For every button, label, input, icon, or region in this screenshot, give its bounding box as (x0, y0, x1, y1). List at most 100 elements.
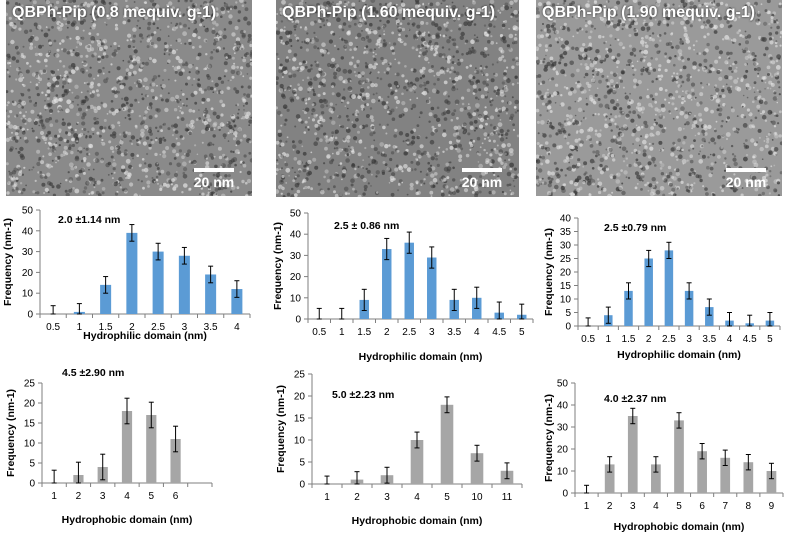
tem-grain (152, 11, 155, 14)
tem-grain (540, 34, 544, 39)
tem-grain (602, 187, 607, 192)
tem-grain (238, 108, 240, 111)
tem-grain (284, 58, 290, 63)
tem-grain (365, 45, 369, 48)
tem-grain (288, 175, 290, 177)
tem-grain (366, 169, 371, 174)
tem-grain (49, 14, 53, 17)
tem-grain (451, 61, 455, 64)
tem-grain (192, 109, 196, 113)
tem-grain (90, 47, 95, 52)
tem-grain (364, 146, 367, 150)
tem-grain (288, 72, 292, 76)
tem-grain (184, 0, 189, 3)
tem-grain (744, 30, 747, 33)
tem-grain (197, 52, 202, 57)
tem-grain (72, 0, 77, 3)
tem-grain (757, 75, 760, 78)
tem-grain (406, 138, 410, 142)
tem-grain (183, 153, 186, 155)
tem-grain (165, 146, 170, 150)
tem-grain (144, 1, 148, 5)
tem-grain (59, 42, 62, 45)
tem-grain (689, 154, 693, 158)
tem-grain (132, 55, 136, 59)
tem-grain (378, 34, 382, 38)
tem-grain (38, 52, 41, 56)
tem-grain (642, 152, 647, 157)
tem-grain (589, 62, 595, 68)
tem-grain (183, 104, 185, 107)
tem-grain (13, 187, 16, 190)
tem-grain (752, 100, 755, 104)
tem-grain (175, 26, 178, 29)
tem-grain (427, 167, 433, 172)
tem-grain (478, 163, 483, 169)
tem-grain (672, 117, 675, 120)
tem-grain (621, 70, 625, 75)
tem-grain (240, 47, 244, 51)
tem-grain (88, 168, 90, 171)
tem-grain (295, 175, 297, 178)
tem-grain (653, 123, 657, 126)
tem-grain (501, 143, 506, 148)
tem-grain (681, 80, 685, 84)
tem-grain (658, 64, 662, 68)
tem-grain (379, 7, 382, 10)
tem-grain (277, 129, 282, 134)
tem-grain (579, 128, 584, 134)
tem-grain (405, 89, 409, 92)
tem-grain (118, 75, 123, 81)
tem-grain (493, 25, 496, 28)
tem-grain (124, 149, 128, 153)
tem-grain (335, 64, 339, 68)
tem-grain (70, 22, 76, 27)
tem-grain (513, 167, 517, 171)
tem-grain (455, 185, 458, 189)
tem-grain (243, 109, 245, 111)
tem-grain (235, 104, 238, 107)
tem-grain (223, 155, 227, 159)
tem-grain (427, 33, 431, 37)
tem-grain (185, 104, 188, 107)
tem-grain (213, 49, 215, 51)
tem-grain (379, 3, 382, 6)
tem-grain (669, 95, 674, 100)
tem-grain (555, 132, 559, 136)
tem-grain (701, 66, 705, 70)
tem-grain (548, 7, 552, 10)
tem-grain (279, 139, 282, 143)
tem-grain (61, 39, 65, 43)
tem-grain (6, 90, 9, 94)
tem-grain (227, 163, 232, 168)
tem-grain (597, 98, 601, 101)
tem-grain (644, 145, 648, 150)
tem-grain (563, 183, 566, 187)
tem-grain (34, 192, 37, 194)
tem-grain (675, 80, 679, 84)
tem-grain (681, 59, 685, 63)
tem-grain (643, 54, 647, 58)
tem-grain (599, 163, 603, 168)
tem-grain (392, 177, 396, 181)
tem-grain (753, 162, 759, 168)
tem-grain (305, 38, 310, 43)
tem-grain (729, 51, 733, 55)
tem-grain (285, 30, 290, 36)
tem-grain (361, 12, 364, 14)
tem-grain (288, 38, 293, 43)
tem-grain (576, 187, 581, 193)
tem-grain (34, 46, 36, 48)
tem-grain (51, 82, 56, 88)
tem-grain (451, 112, 455, 116)
y-tick-label: 10 (294, 436, 306, 447)
tem-grain (540, 145, 545, 150)
tem-grain (281, 76, 284, 78)
tem-grain (743, 115, 747, 119)
tem-grain (354, 112, 357, 114)
tem-grain (414, 4, 420, 9)
tem-grain (354, 74, 357, 77)
tem-grain (564, 74, 567, 77)
tem-grain (89, 84, 94, 89)
tem-grain (39, 69, 43, 73)
